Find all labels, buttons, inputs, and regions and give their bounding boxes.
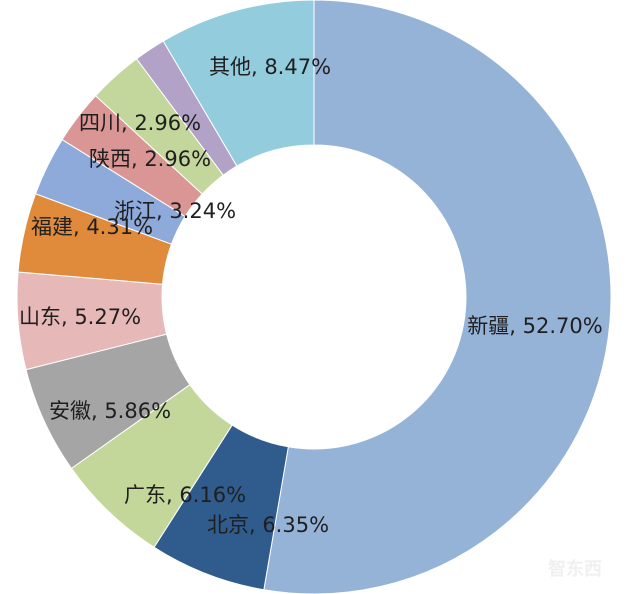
data-label-安徽: 安徽, 5.86% <box>49 399 171 423</box>
data-label-浙江: 浙江, 3.24% <box>114 199 236 223</box>
data-label-北京: 北京, 6.35% <box>207 513 329 537</box>
data-label-山东: 山东, 5.27% <box>19 305 141 329</box>
slice-其他 <box>162 0 315 167</box>
data-label-广东: 广东, 6.16% <box>124 483 246 507</box>
data-label-新疆: 新疆, 52.70% <box>467 314 602 338</box>
data-label-四川: 四川, 2.96% <box>79 111 201 135</box>
slice-新疆 <box>263 0 612 594</box>
data-label-福建: 福建, 4.31% <box>31 215 153 239</box>
watermark-logo: 智东西 <box>548 558 602 580</box>
data-label-陕西: 陕西, 2.96% <box>89 147 211 171</box>
data-label-其他: 其他, 8.47% <box>209 55 331 79</box>
